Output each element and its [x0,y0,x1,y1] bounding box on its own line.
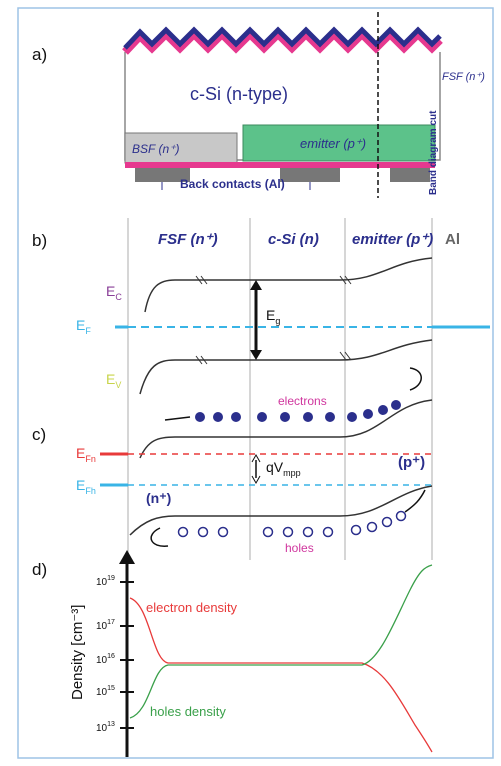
bulk-label: c-Si (n-type) [190,84,288,104]
region-label: emitter (p⁺) [352,231,433,248]
cut-label: Band diagram cut [428,110,439,195]
efn-label: EFn [76,445,96,464]
emitter-label: emitter (p⁺) [300,136,366,151]
tick-label: 1015 [96,685,115,698]
conduction-band [140,400,432,458]
panel-label: d) [32,560,47,579]
tick-label: 1017 [96,619,115,632]
electrons-label: electrons [278,394,327,408]
region-label: c-Si (n) [268,231,319,248]
fsf-label: FSF (n⁺) [442,71,485,83]
n-plus-label: (n⁺) [146,490,171,506]
valence-band [140,340,432,394]
tick-label: 1019 [96,575,115,588]
electron-curve [130,598,432,752]
region-label: Al [445,231,460,248]
p-plus-label: (p⁺) [398,454,425,471]
tick-label: 1013 [96,721,115,734]
holes-curve [130,565,432,718]
contacts-label: Back contacts (Al) [180,177,285,191]
axis-label: Density [cm⁻³] [69,605,86,700]
bsf-label: BSF (n⁺) [132,142,179,156]
ef-label: EF [76,317,91,336]
panel-label: c) [32,425,46,444]
panel-label: a) [32,45,47,64]
figure: a) c-Si (n-type) FSF (n⁺) BSF (n⁺) emitt… [0,0,501,761]
electron-label: electron density [146,600,238,615]
holes-label: holes [285,541,314,555]
ev-label: EV [106,371,121,390]
contact [280,168,340,182]
holes-label: holes density [150,704,226,719]
contact-layer [125,162,435,168]
eg-label: Eg [266,307,280,326]
conduction-band [145,258,432,312]
valence-band [130,486,432,535]
ec-label: EC [106,283,122,302]
axis-arrow [119,550,135,564]
contact [390,168,430,182]
region-label: FSF (n⁺) [158,231,218,248]
panel-label: b) [32,231,47,250]
qv-label: qVmpp [266,459,301,478]
efh-label: EFh [76,477,96,496]
tick-label: 1016 [96,653,115,666]
